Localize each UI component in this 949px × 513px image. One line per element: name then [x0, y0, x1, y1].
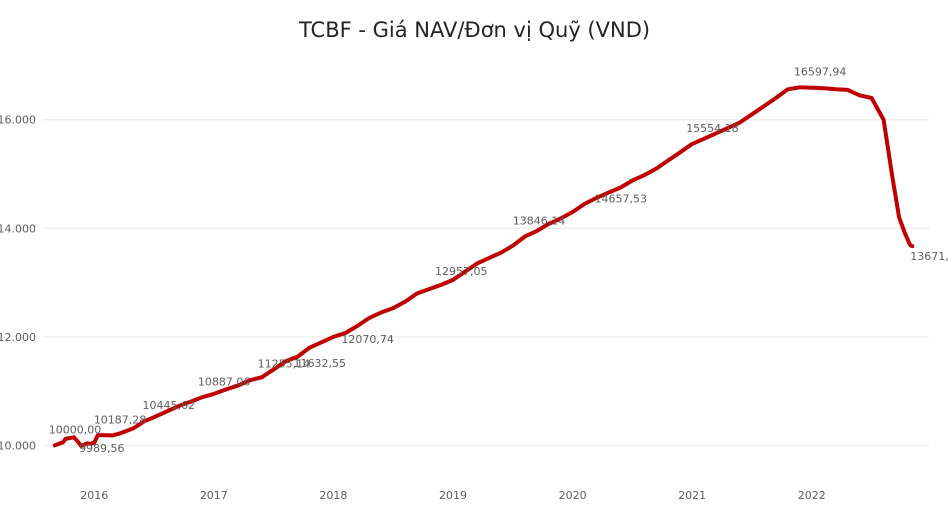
y-tick-label-2: 14.000 [0, 222, 36, 235]
x-tick-label-2: 2018 [319, 489, 347, 502]
x-tick-label-4: 2020 [559, 489, 587, 502]
data-label-6: 11632,55 [294, 357, 347, 370]
data-label-7: 12070,74 [341, 333, 394, 346]
axis-tick-labels: 10.000 12.000 14.000 16.000 2016 2017 2018 2019… [0, 114, 826, 502]
data-label-8: 12957,05 [435, 265, 488, 278]
grid-lines [44, 119, 929, 446]
x-tick-label-0: 2016 [80, 489, 108, 502]
data-label-4: 10887,06 [198, 375, 251, 388]
series-lines [52, 85, 915, 448]
data-label-10: 14657,53 [595, 193, 648, 206]
x-tick-label-3: 2019 [439, 489, 467, 502]
x-tick-label-6: 2022 [798, 489, 826, 502]
series-line-0 [52, 85, 915, 448]
data-label-0: 10000,00 [49, 423, 102, 436]
data-label-9: 13846,14 [513, 215, 566, 228]
y-tick-label-1: 12.000 [0, 331, 36, 344]
y-tick-label-0: 10.000 [0, 439, 36, 452]
chart-title: TCBF - Giá NAV/Đơn vị Quỹ (VND) [298, 18, 651, 42]
x-tick-label-5: 2021 [678, 489, 706, 502]
data-label-3: 10445,62 [142, 399, 195, 412]
data-label-5: 11255,14 [258, 357, 311, 370]
data-label-13: 13671,91 [910, 250, 949, 263]
x-tick-label-1: 2017 [200, 489, 228, 502]
data-label-11: 15554,18 [686, 122, 739, 135]
y-tick-label-3: 16.000 [0, 114, 36, 127]
data-label-12: 16597,94 [794, 65, 847, 78]
data-label-1: 9989,56 [79, 442, 125, 455]
data-label-2: 10187,28 [94, 413, 147, 426]
